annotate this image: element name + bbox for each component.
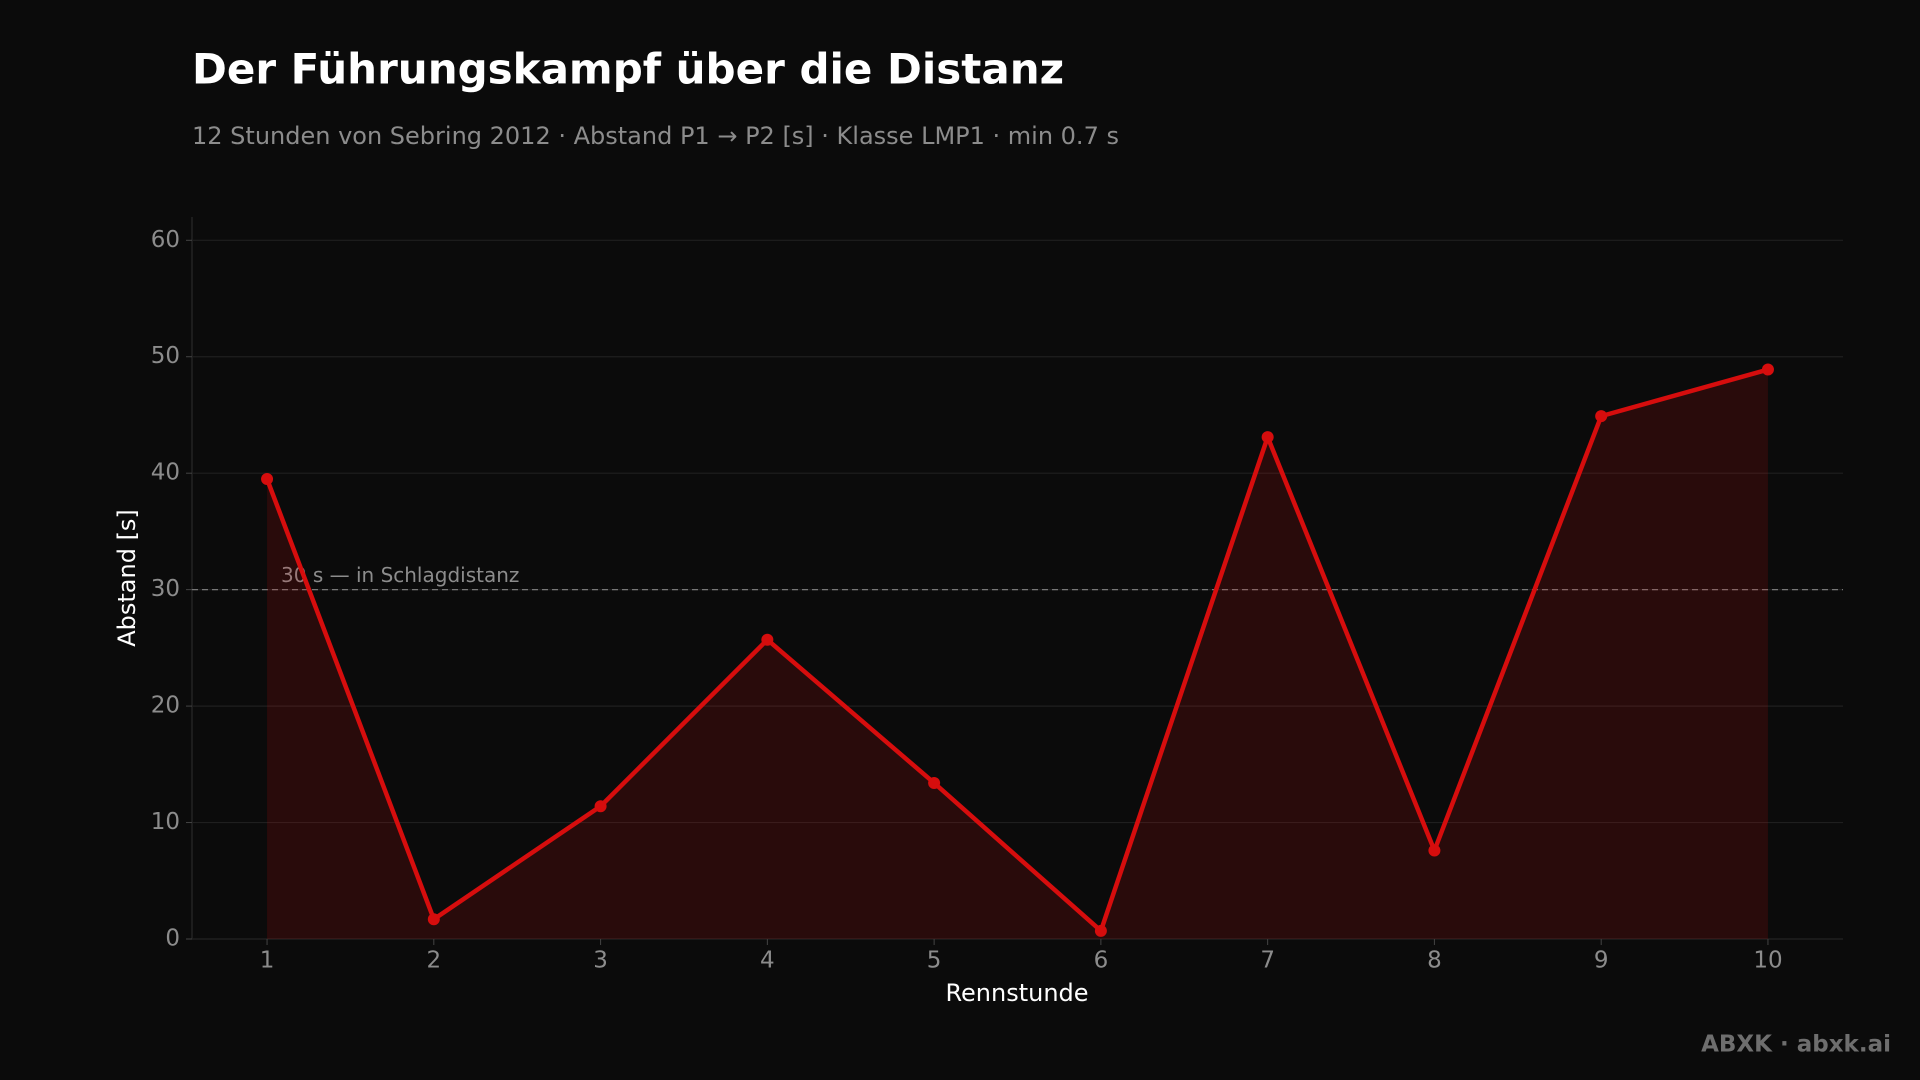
y-tick-label: 50: [151, 343, 180, 369]
point: [1595, 410, 1608, 423]
point: [1261, 431, 1274, 444]
y-tick-label: 60: [151, 227, 180, 253]
point: [928, 776, 941, 789]
point: [594, 800, 607, 813]
x-tick-label: 3: [593, 948, 608, 974]
y-tick-label: 30: [151, 576, 180, 602]
line: [264, 367, 1769, 934]
area: [267, 369, 1768, 939]
x-tick-label: 4: [760, 948, 775, 974]
chart-title: Der Führungskampf über die Distanz: [192, 45, 1064, 94]
x-tick-label: 7: [1260, 948, 1275, 974]
reference-label: 30 s — in Schlagdistanz: [281, 563, 519, 587]
footer-watermark: ABXK · abxk.ai: [1701, 1032, 1891, 1058]
x-tick-label: 5: [927, 948, 942, 974]
x-tick-label: 6: [1094, 948, 1109, 974]
point: [761, 633, 774, 646]
x-tick-label: 9: [1594, 948, 1609, 974]
point: [427, 913, 440, 926]
point: [261, 473, 274, 486]
y-tick-label: 40: [151, 460, 180, 486]
y-tick-label: 0: [165, 926, 180, 952]
point: [1761, 363, 1774, 376]
point: [1094, 924, 1107, 937]
x-axis-label: Rennstunde: [945, 979, 1088, 1007]
point: [1428, 844, 1441, 857]
x-tick-label: 1: [260, 948, 275, 974]
y-axis-label: Abstand [s]: [113, 509, 141, 647]
x-tick-label: 10: [1753, 948, 1782, 974]
x-tick-label: 2: [426, 948, 441, 974]
x-tick-label: 8: [1427, 948, 1442, 974]
chart-subtitle: 12 Stunden von Sebring 2012 · Abstand P1…: [192, 122, 1119, 150]
y-tick-label: 10: [151, 809, 180, 835]
y-tick-label: 20: [151, 693, 180, 719]
